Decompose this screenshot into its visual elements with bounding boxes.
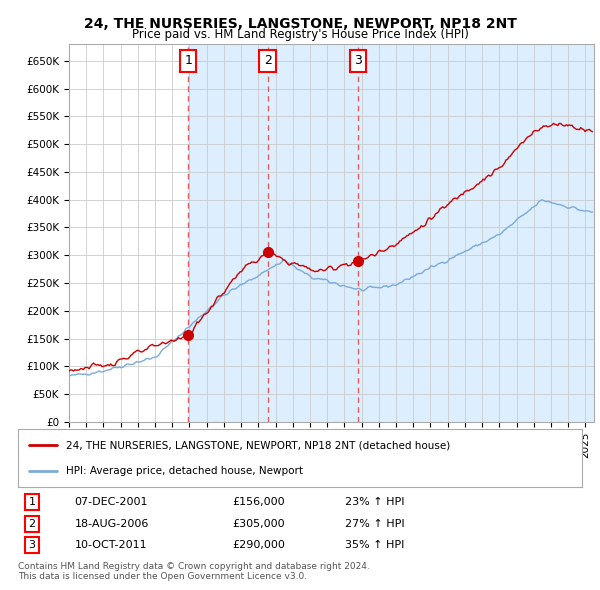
Text: 23% ↑ HPI: 23% ↑ HPI [345,497,404,507]
Text: 2: 2 [29,519,35,529]
Bar [188,44,268,422]
Text: 35% ↑ HPI: 35% ↑ HPI [345,540,404,550]
Text: £305,000: £305,000 [232,519,285,529]
Text: 07-DEC-2001: 07-DEC-2001 [74,497,148,507]
Bar [268,44,358,422]
Text: £156,000: £156,000 [232,497,285,507]
Text: 10-OCT-2011: 10-OCT-2011 [74,540,147,550]
Text: 1: 1 [184,54,192,67]
Bar [358,44,594,422]
Text: Price paid vs. HM Land Registry's House Price Index (HPI): Price paid vs. HM Land Registry's House … [131,28,469,41]
Text: 3: 3 [354,54,362,67]
Text: Contains HM Land Registry data © Crown copyright and database right 2024.
This d: Contains HM Land Registry data © Crown c… [18,562,370,581]
Text: £290,000: £290,000 [232,540,285,550]
Text: 24, THE NURSERIES, LANGSTONE, NEWPORT, NP18 2NT: 24, THE NURSERIES, LANGSTONE, NEWPORT, N… [83,17,517,31]
Text: 24, THE NURSERIES, LANGSTONE, NEWPORT, NP18 2NT (detached house): 24, THE NURSERIES, LANGSTONE, NEWPORT, N… [66,440,450,450]
Text: HPI: Average price, detached house, Newport: HPI: Average price, detached house, Newp… [66,466,303,476]
Text: 2: 2 [264,54,272,67]
Text: 1: 1 [29,497,35,507]
Text: 3: 3 [29,540,35,550]
Text: 27% ↑ HPI: 27% ↑ HPI [345,519,405,529]
Text: 18-AUG-2006: 18-AUG-2006 [74,519,149,529]
